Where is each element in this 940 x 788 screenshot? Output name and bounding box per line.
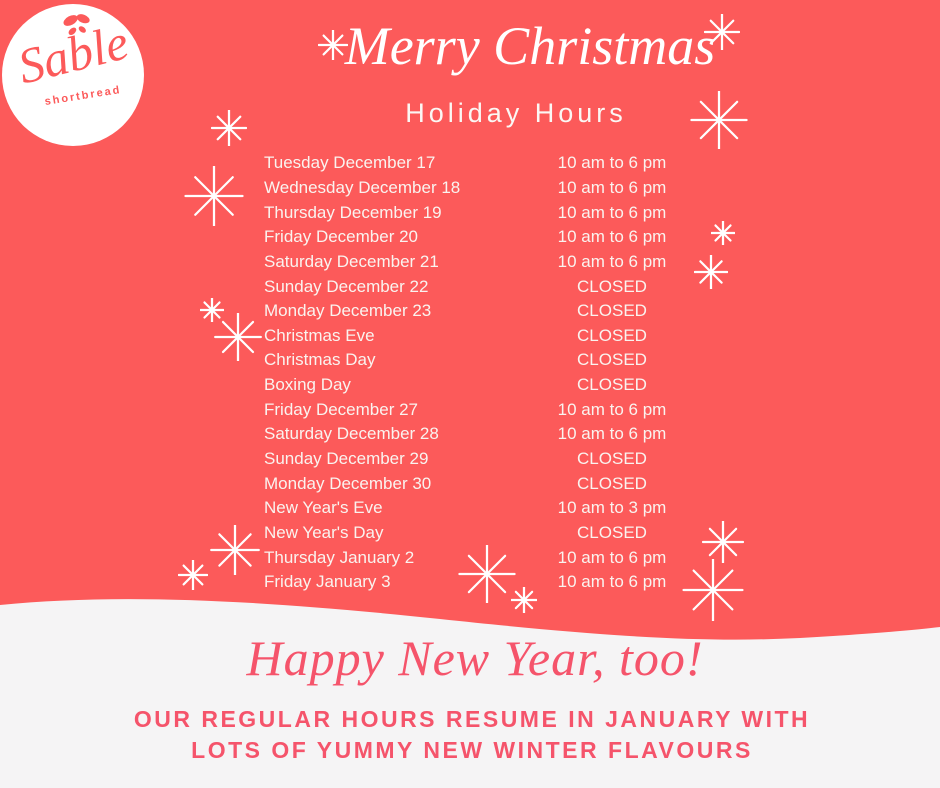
sparkle-icon <box>200 298 224 322</box>
sparkle-icon <box>178 560 208 590</box>
schedule-hours: 10 am to 6 pm <box>557 251 667 271</box>
schedule-row: Christmas Day CLOSED <box>264 348 724 373</box>
schedule-row: Monday December 30 CLOSED <box>264 471 724 496</box>
schedule-day: Wednesday December 18 <box>264 177 461 197</box>
schedule-row: Friday December 20 10 am to 6 pm <box>264 225 724 250</box>
schedule-hours: 10 am to 3 pm <box>557 498 667 518</box>
schedule-day: Friday December 20 <box>264 227 419 247</box>
schedule-row: Sunday December 22 CLOSED <box>264 274 724 299</box>
schedule-hours: CLOSED <box>577 473 647 493</box>
schedule-day: Thursday January 2 <box>264 547 415 567</box>
schedule-row: Sunday December 29 CLOSED <box>264 447 724 472</box>
poster-title: Merry Christmas <box>344 16 716 76</box>
schedule-day: New Year's Day <box>264 522 384 542</box>
schedule-day: Christmas Eve <box>264 325 375 345</box>
schedule-hours: 10 am to 6 pm <box>557 547 667 567</box>
schedule-row: Saturday December 21 10 am to 6 pm <box>264 250 724 275</box>
footer-message: OUR REGULAR HOURS RESUME IN JANUARY WITH… <box>70 704 874 766</box>
sparkle-icon <box>318 30 348 60</box>
sparkle-icon <box>711 221 735 245</box>
schedule-day: Sunday December 22 <box>264 276 429 296</box>
poster-subtitle: Holiday Hours <box>405 98 627 128</box>
schedule-day: New Year's Eve <box>264 498 383 518</box>
schedule-day: Tuesday December 17 <box>264 153 436 173</box>
sparkle-icon <box>511 587 537 613</box>
sparkle-icon <box>702 521 744 563</box>
schedule-row: Boxing Day CLOSED <box>264 373 724 398</box>
schedule-hours: 10 am to 6 pm <box>557 227 667 247</box>
schedule-hours: CLOSED <box>577 375 647 395</box>
schedule-hours: CLOSED <box>577 449 647 468</box>
schedule-row: Friday December 27 10 am to 6 pm <box>264 397 724 422</box>
schedule-hours: CLOSED <box>577 301 647 321</box>
wave-divider <box>0 599 940 658</box>
schedule-day: Thursday December 19 <box>264 202 442 222</box>
footer-message-line1: OUR REGULAR HOURS RESUME IN JANUARY WITH <box>133 706 811 732</box>
holiday-hours-schedule: Tuesday December 17 10 am to 6 pm Wednes… <box>264 151 724 595</box>
sparkle-icon <box>184 166 244 226</box>
schedule-day: Boxing Day <box>264 375 351 395</box>
schedule-hours: CLOSED <box>577 350 647 370</box>
schedule-hours: 10 am to 6 pm <box>557 399 667 419</box>
sparkle-icon <box>214 313 262 361</box>
schedule-row: Saturday December 28 10 am to 6 pm <box>264 422 724 447</box>
schedule-day: Monday December 30 <box>264 473 432 493</box>
sparkle-icon <box>211 110 247 146</box>
footer-section <box>0 650 940 788</box>
schedule-day: Saturday December 21 <box>264 251 439 271</box>
sparkle-icon <box>210 525 260 575</box>
sparkle-icon <box>458 545 516 603</box>
footer-message-line2: LOTS OF YUMMY NEW WINTER FLAVOURS <box>191 737 753 763</box>
schedule-row: Monday December 23 CLOSED <box>264 299 724 324</box>
schedule-day: Saturday December 28 <box>264 424 439 444</box>
schedule-row: Tuesday December 17 10 am to 6 pm <box>264 151 724 176</box>
schedule-row: Thursday January 2 10 am to 6 pm <box>264 545 724 570</box>
footer-headline: Happy New Year, too! <box>246 630 704 686</box>
schedule-row: New Year's Eve 10 am to 3 pm <box>264 496 724 521</box>
schedule-day: Christmas Day <box>264 350 376 370</box>
schedule-hours: 10 am to 6 pm <box>557 177 667 197</box>
schedule-hours: CLOSED <box>577 522 647 542</box>
schedule-hours: 10 am to 6 pm <box>557 572 667 592</box>
schedule-row: Christmas Eve CLOSED <box>264 323 724 348</box>
schedule-hours: 10 am to 6 pm <box>557 153 667 173</box>
sparkle-icon <box>704 14 740 50</box>
schedule-hours: CLOSED <box>577 276 647 296</box>
schedule-day: Monday December 23 <box>264 301 432 321</box>
sparkle-icon <box>690 91 748 149</box>
schedule-row: Wednesday December 18 10 am to 6 pm <box>264 176 724 201</box>
sparkle-icon <box>682 559 744 621</box>
schedule-hours: 10 am to 6 pm <box>557 424 667 444</box>
butterfly-sprig-icon <box>63 14 90 35</box>
schedule-row: Thursday December 19 10 am to 6 pm <box>264 200 724 225</box>
schedule-day: Sunday December 29 <box>264 449 429 468</box>
schedule-day: Friday January 3 <box>264 572 391 592</box>
schedule-hours: 10 am to 6 pm <box>557 202 667 222</box>
schedule-day: Friday December 27 <box>264 399 419 419</box>
schedule-row: New Year's Day CLOSED <box>264 521 724 546</box>
sparkle-icon <box>694 255 728 289</box>
sable-logo: Sable shortbread <box>2 4 144 146</box>
schedule-row: Friday January 3 10 am to 6 pm <box>264 570 724 595</box>
schedule-hours: CLOSED <box>577 325 647 345</box>
